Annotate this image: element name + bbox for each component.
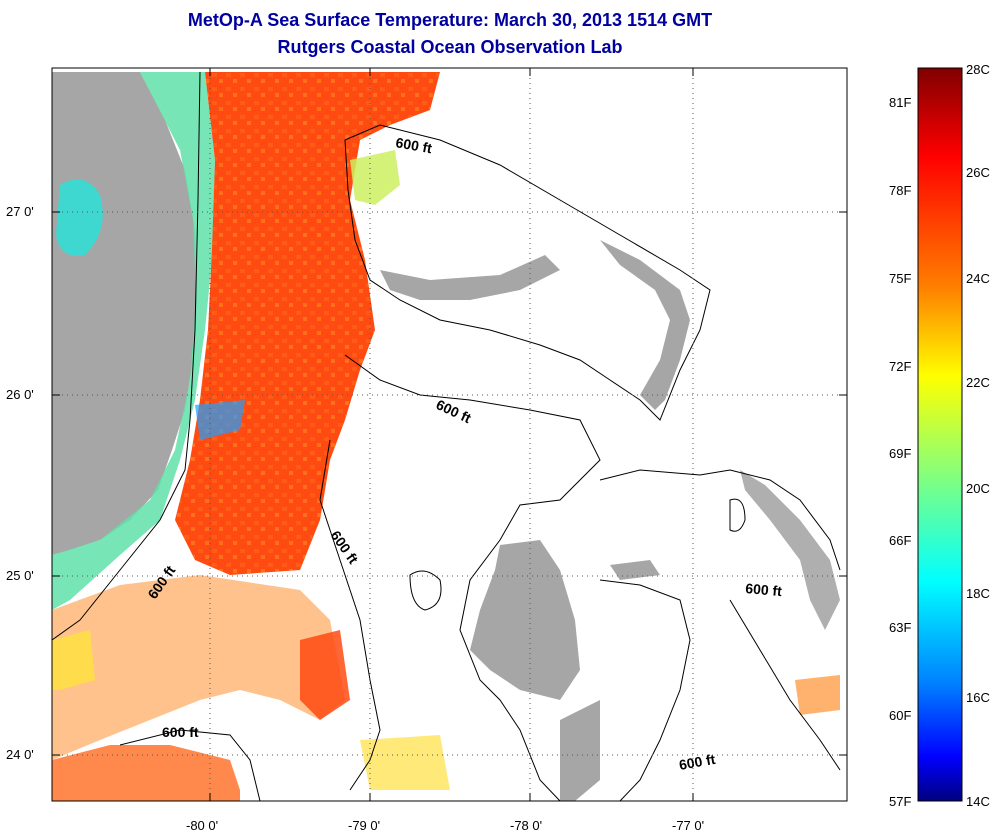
colorbar-celsius-label: 14C [966,794,990,809]
colorbar-fahrenheit-label: 69F [889,446,912,461]
colorbar-fahrenheit-label: 72F [889,359,912,374]
x-tick-label: -78 0' [510,818,543,833]
bathymetry-contours [52,71,841,801]
cold-eddy [195,400,245,440]
southern-warm-patch [52,575,345,760]
colorbar-celsius-label: 22C [966,375,990,390]
yellow-patch [52,630,95,690]
contour-label-600ft: 600 ft [678,751,717,773]
contour-label-600ft: 600 ft [162,724,199,740]
y-tick-label: 25 0' [6,568,34,583]
map-subtitle: Rutgers Coastal Ocean Observation Lab [277,37,623,57]
x-tick-label: -79 0' [348,818,381,833]
map-title: MetOp-A Sea Surface Temperature: March 3… [187,10,713,30]
coastal-cool-water [52,72,215,610]
y-tick-label: 26 0' [6,387,34,402]
colorbar-fahrenheit-label: 63F [889,620,912,635]
grand-bahama-land [380,255,560,300]
colorbar [917,67,963,802]
x-tick-label: -80 0' [186,818,219,833]
y-tick-label: 24 0' [6,747,34,762]
map-frame [51,67,848,802]
colorbar-fahrenheit-label: 57F [889,794,912,809]
south-yellow-patch [360,735,450,790]
graticule [52,68,847,801]
colorbar-fahrenheit-label: 78F [889,183,912,198]
east-orange-patch [795,675,840,715]
x-tick-label: -77 0' [672,818,705,833]
colorbar-fahrenheit-label: 66F [889,533,912,548]
colorbar-fahrenheit-label: 81F [889,95,912,110]
keys-warm-patch [52,745,240,801]
andros-land [470,540,580,700]
andros-south-land [560,700,600,801]
map-content: 600 ft 600 ft 600 ft 600 ft 600 ft 600 f… [52,71,841,801]
axis-ticks [52,68,847,801]
colorbar-celsius-label: 28C [966,62,990,77]
colorbar-fahrenheit-label: 75F [889,271,912,286]
colorbar-fahrenheit-label: 60F [889,708,912,723]
colorbar-celsius-label: 18C [966,586,990,601]
colorbar-celsius-label: 20C [966,481,990,496]
eleuthera-land [740,470,840,630]
contour-label-600ft: 600 ft [394,134,433,156]
contour-label-600ft: 600 ft [745,580,783,599]
grand-bahama-cool-patch [350,150,400,205]
colorbar-celsius-label: 16C [966,690,990,705]
colorbar-celsius-label: 24C [966,271,990,286]
mid-warm-patch [300,630,350,720]
lake-okeechobee-water [56,179,103,256]
abaco-land [600,240,690,410]
y-tick-label: 27 0' [6,204,34,219]
colorbar-celsius-label: 26C [966,165,990,180]
new-providence-land [610,560,660,580]
